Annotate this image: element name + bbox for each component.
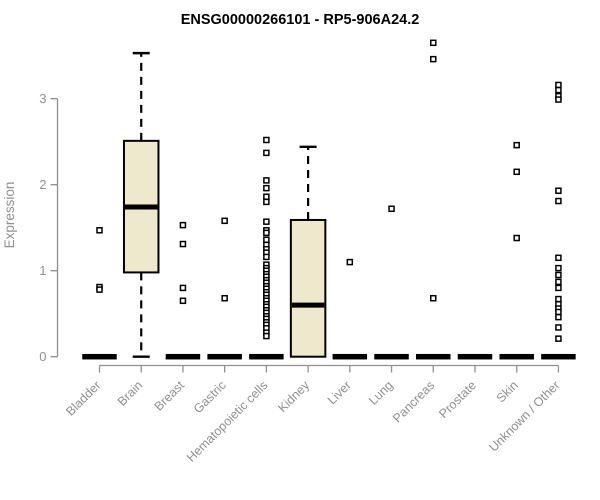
outlier-point (555, 295, 562, 303)
chart-title: ENSG00000266101 - RP5-906A24.2 (181, 12, 420, 28)
outlier-point (513, 168, 520, 176)
outlier-point (179, 284, 187, 292)
x-category-label: Skin (494, 378, 521, 405)
collapsed-box (499, 353, 534, 360)
outlier-point (555, 324, 562, 331)
outlier-point (179, 240, 187, 248)
x-category-label: Gastric (191, 378, 229, 416)
outlier-point (555, 197, 562, 205)
collapsed-box (249, 353, 284, 360)
y-tick-label: 0 (39, 349, 46, 364)
outlier-point (263, 149, 270, 157)
outlier-point (263, 177, 270, 184)
outlier-point (430, 294, 437, 302)
outlier-point (179, 221, 187, 229)
outlier-point (555, 271, 562, 279)
outlier-point (263, 193, 270, 200)
y-tick-label: 2 (39, 177, 46, 192)
outlier-point (263, 198, 270, 206)
outlier-point (263, 136, 270, 144)
outlier-point (263, 332, 270, 340)
collapsed-box (207, 353, 242, 360)
outlier-point (388, 205, 395, 213)
x-category-label: Pancreas (390, 378, 437, 425)
outlier-point (513, 234, 520, 242)
outlier-point (555, 335, 562, 342)
outlier-point (346, 258, 354, 266)
outlier-point (96, 227, 103, 234)
plot-content: 0 1 2 3 Bladder Brain Breast GastricHematopoiet… (39, 39, 576, 465)
collapsed-box (165, 353, 201, 360)
outlier-point (555, 313, 562, 321)
x-category-label: Breast (152, 378, 188, 414)
x-category-label: Kidney (275, 378, 312, 415)
collapsed-box (457, 353, 493, 360)
outlier-point (555, 86, 562, 94)
outlier-point (555, 254, 562, 262)
x-category-label: Lung (366, 378, 396, 408)
outlier-point (513, 141, 520, 149)
outlier-point (555, 308, 562, 316)
outlier-point (263, 253, 270, 261)
y-axis-label: Expression (2, 182, 17, 249)
y-tick-label: 1 (39, 263, 46, 278)
x-category-label: Hematopoietic cells (184, 378, 271, 465)
outlier-point (430, 55, 437, 63)
collapsed-box (332, 353, 368, 360)
y-tick-label: 3 (39, 91, 46, 106)
x-category-label: Brain (115, 378, 146, 409)
x-category-label: Liver (325, 378, 354, 407)
collapsed-box (541, 353, 576, 360)
x-category-label: Bladder (63, 378, 103, 418)
outlier-point (555, 96, 562, 103)
outlier-point (221, 294, 228, 302)
outlier-point (263, 218, 270, 225)
boxplot-box (289, 218, 327, 358)
outlier-point (263, 184, 270, 192)
outlier-point (555, 187, 562, 194)
outlier-point (263, 229, 270, 237)
outlier-point (555, 278, 562, 286)
collapsed-box (82, 353, 117, 360)
outlier-point (555, 81, 562, 89)
outlier-point (263, 236, 270, 243)
outlier-point (179, 297, 187, 305)
outlier-point (96, 286, 103, 293)
outlier-point (430, 39, 437, 47)
outlier-point (221, 217, 228, 225)
collapsed-box (374, 353, 409, 360)
outlier-point (555, 264, 562, 272)
x-category-label: Prostate (436, 378, 479, 421)
collapsed-box (416, 353, 451, 360)
outlier-point (555, 284, 562, 292)
x-category-label: Unknown / Other (486, 378, 562, 454)
